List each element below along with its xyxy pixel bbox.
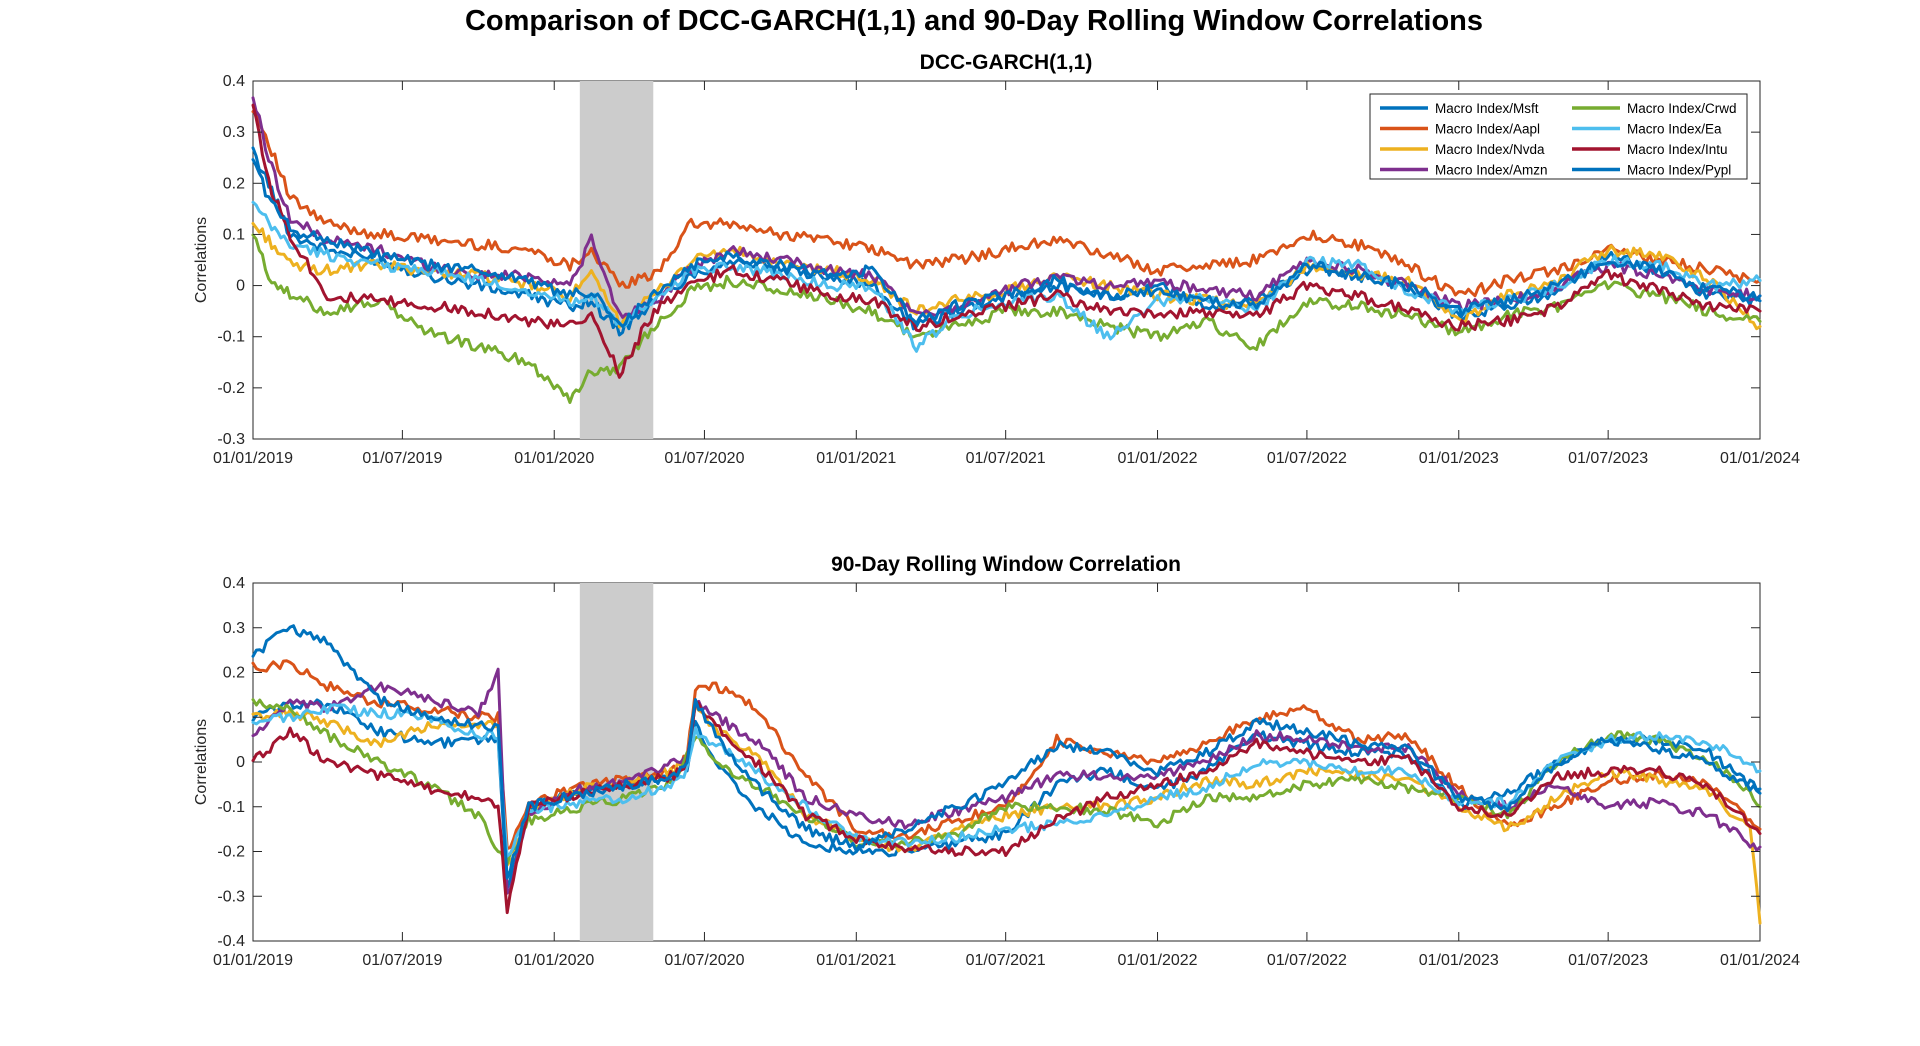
y-tick-label: -0.1 bbox=[217, 329, 245, 346]
y-tick-label: 0.3 bbox=[223, 620, 245, 637]
x-tick-label: 01/07/2021 bbox=[966, 952, 1046, 969]
y-tick-label: 0.2 bbox=[223, 175, 245, 192]
legend-label-aapl: Macro Index/Aapl bbox=[1435, 122, 1540, 137]
dcc-garch-series-lines bbox=[251, 96, 1762, 404]
y-tick-label: -0.3 bbox=[217, 888, 245, 905]
dcc-garch-ylabel: Correlations bbox=[193, 217, 210, 303]
x-tick-label: 01/07/2020 bbox=[664, 450, 744, 467]
rolling-window-series-lines bbox=[251, 624, 1762, 925]
x-tick-label: 01/07/2019 bbox=[362, 952, 442, 969]
series-line-pypl bbox=[251, 624, 1762, 880]
y-tick-label: 0.3 bbox=[223, 124, 245, 141]
figure-title: Comparison of DCC-GARCH(1,1) and 90-Day … bbox=[465, 5, 1483, 37]
y-tick-label: -0.1 bbox=[217, 799, 245, 816]
dcc-garch-title: DCC-GARCH(1,1) bbox=[920, 51, 1093, 74]
legend-box bbox=[1369, 93, 1748, 180]
legend-label-crwd: Macro Index/Crwd bbox=[1627, 101, 1737, 116]
series-line-intu bbox=[251, 103, 1762, 379]
legend-label-msft: Macro Index/Msft bbox=[1435, 101, 1539, 116]
rolling-window-title: 90-Day Rolling Window Correlation bbox=[831, 553, 1181, 576]
dcc-garch-axes: 0.40.30.20.10-0.1-0.2-0.3 01/01/2019 01/0… bbox=[193, 51, 1800, 467]
legend-label-amzn: Macro Index/Amzn bbox=[1435, 163, 1548, 178]
y-tick-label: 0.2 bbox=[223, 665, 245, 682]
series-line-crwd bbox=[251, 233, 1762, 404]
x-tick-label: 01/01/2024 bbox=[1720, 450, 1800, 467]
x-tick-label: 01/01/2021 bbox=[816, 450, 896, 467]
dcc-garch-x-ticks: 01/01/2019 01/07/2019 01/01/2020 01/07/2020… bbox=[213, 81, 1800, 467]
x-tick-label: 01/07/2020 bbox=[664, 952, 744, 969]
rolling-window-y-ticks: 0.4 0.3 0.2 0.1 0 -0.1 -0.2 -0.3 -0.4 bbox=[217, 575, 1760, 950]
x-tick-label: 01/01/2023 bbox=[1419, 450, 1499, 467]
x-tick-label: 01/07/2022 bbox=[1267, 450, 1347, 467]
rolling-window-x-ticks: 01/01/2019 01/07/2019 01/01/2020 01/07/2020… bbox=[213, 583, 1800, 969]
rolling-window-axes: 0.4 0.3 0.2 0.1 0 -0.1 -0.2 -0.3 -0.4 01/01/2019… bbox=[193, 553, 1800, 969]
y-tick-label: 0.1 bbox=[223, 226, 245, 243]
x-tick-label: 01/01/2021 bbox=[816, 952, 896, 969]
dcc-garch-y-ticks: 0.4 0.3 0.2 0.1 0 -0.1 -0.2 -0.3 bbox=[217, 73, 1760, 448]
x-tick-label: 01/01/2019 bbox=[213, 952, 293, 969]
y-tick-label: 0.1 bbox=[223, 709, 245, 726]
rolling-window-shaded-region bbox=[579, 583, 654, 941]
series-line-aapl bbox=[251, 110, 1762, 298]
legend: Macro Index/Msft Macro Index/Aapl Macro In… bbox=[1369, 93, 1748, 180]
x-tick-label: 01/07/2023 bbox=[1568, 952, 1648, 969]
y-tick-label: 0 bbox=[236, 754, 245, 771]
dcc-garch-shaded-region bbox=[579, 81, 654, 439]
y-tick-label: -0.4 bbox=[217, 933, 245, 950]
series-line-intu bbox=[251, 699, 1762, 915]
y-tick-label: -0.2 bbox=[217, 844, 245, 861]
x-tick-label: 01/07/2021 bbox=[966, 450, 1046, 467]
rolling-window-plot-area bbox=[252, 582, 1761, 942]
series-line-pypl bbox=[251, 158, 1762, 328]
x-tick-label: 01/07/2019 bbox=[362, 450, 442, 467]
y-tick-label: 0.4 bbox=[223, 575, 245, 592]
legend-label-pypl: Macro Index/Pypl bbox=[1627, 163, 1731, 178]
x-tick-label: 01/01/2024 bbox=[1720, 952, 1800, 969]
legend-label-ea: Macro Index/Ea bbox=[1627, 122, 1722, 137]
x-tick-label: 01/01/2022 bbox=[1117, 450, 1197, 467]
y-tick-label: -0.2 bbox=[217, 380, 245, 397]
y-tick-label: 0 bbox=[236, 278, 245, 295]
x-tick-label: 01/01/2020 bbox=[514, 450, 594, 467]
x-tick-label: 01/07/2022 bbox=[1267, 952, 1347, 969]
rolling-window-ylabel: Correlations bbox=[193, 719, 210, 805]
x-tick-label: 01/01/2023 bbox=[1419, 952, 1499, 969]
x-tick-label: 01/01/2019 bbox=[213, 450, 293, 467]
x-tick-label: 01/01/2022 bbox=[1117, 952, 1197, 969]
x-tick-label: 01/01/2020 bbox=[514, 952, 594, 969]
legend-label-nvda: Macro Index/Nvda bbox=[1435, 142, 1545, 157]
y-tick-label: -0.3 bbox=[217, 431, 245, 448]
y-tick-label: 0.4 bbox=[223, 73, 245, 90]
legend-label-intu: Macro Index/Intu bbox=[1627, 142, 1728, 157]
x-tick-label: 01/07/2023 bbox=[1568, 450, 1648, 467]
